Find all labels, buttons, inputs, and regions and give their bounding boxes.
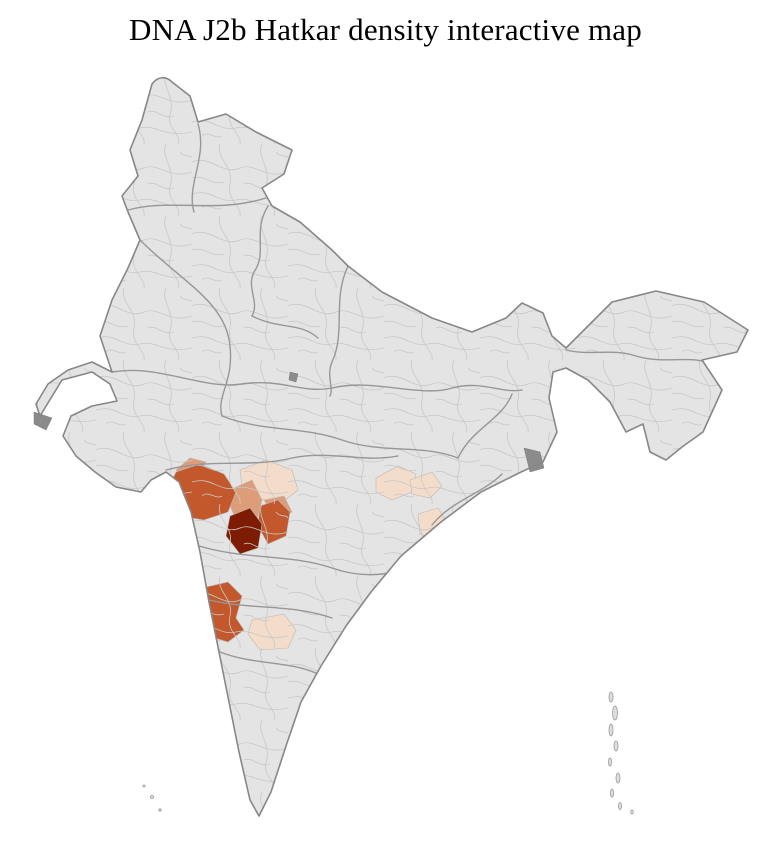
page-title: DNA J2b Hatkar density interactive map — [129, 12, 642, 47]
state-boundary-lines — [111, 123, 707, 677]
urban-patch-west-creek — [33, 411, 53, 431]
district-region-south-cluster-west-pale[interactable] — [185, 615, 213, 663]
urban-patch-east — [523, 447, 545, 473]
lakshadweep-islands[interactable] — [142, 784, 162, 812]
andaman-nicobar-islands[interactable] — [608, 691, 634, 815]
urban-patch-north — [288, 371, 299, 383]
urban-patches — [33, 371, 545, 473]
